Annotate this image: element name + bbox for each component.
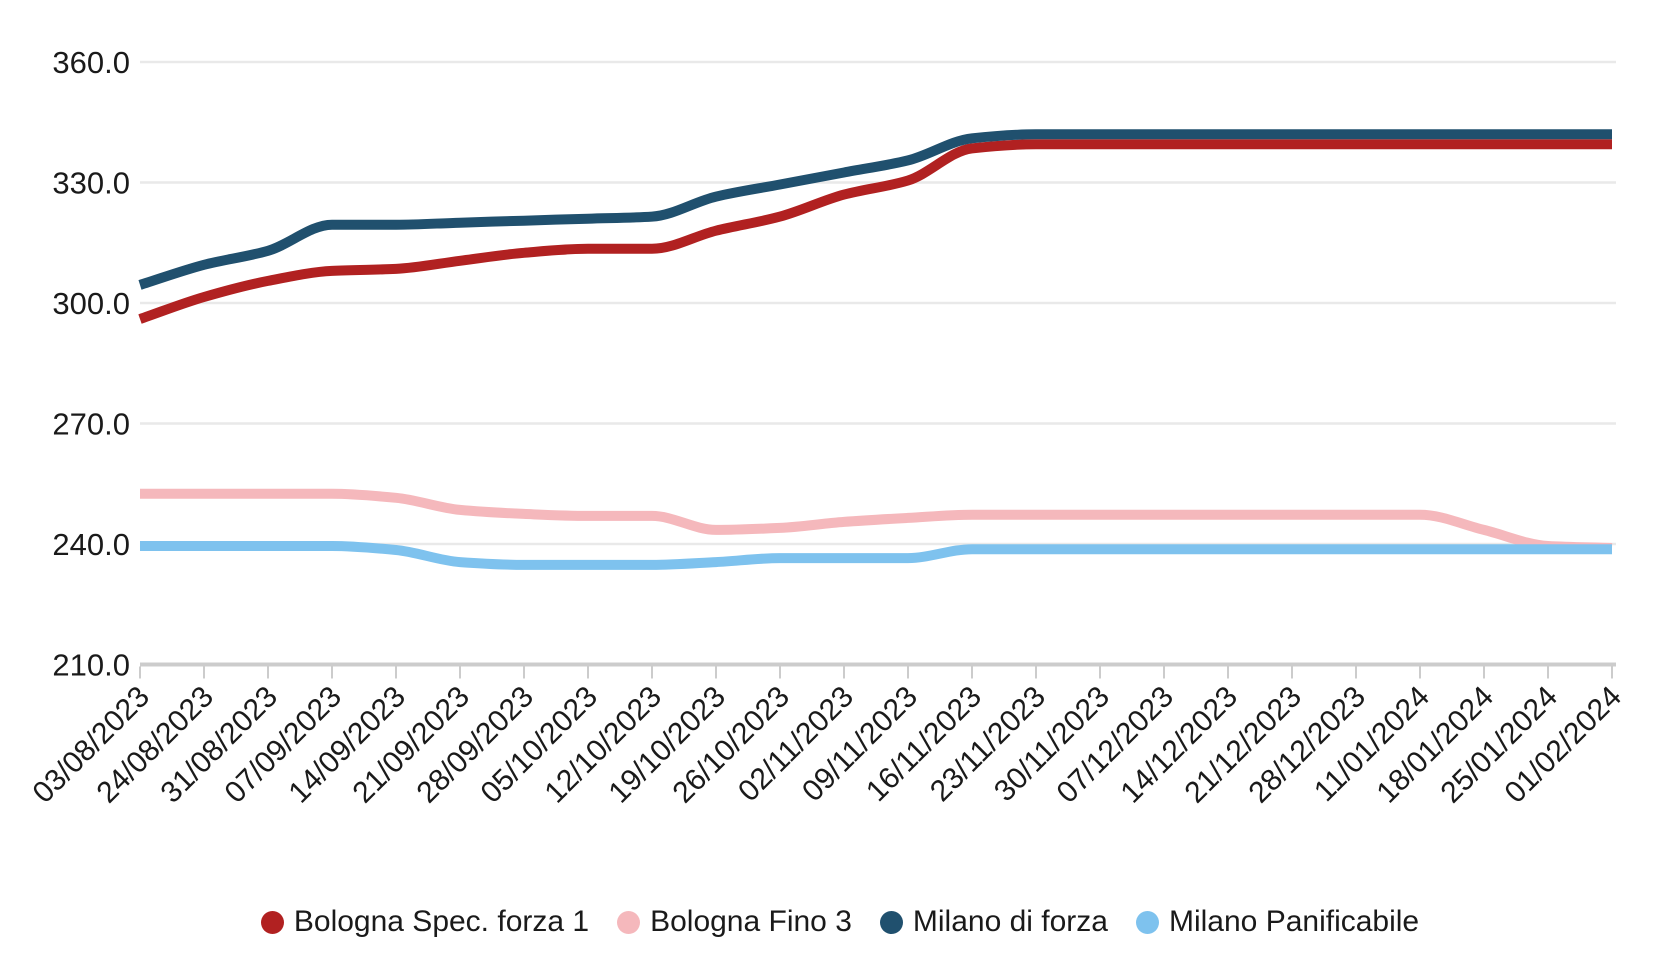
legend-label: Bologna Spec. forza 1 [293, 905, 590, 938]
legend-swatch-icon [260, 910, 284, 934]
y-axis-tick-label: 210.0 [52, 648, 130, 683]
y-axis-tick-label: 270.0 [52, 407, 130, 442]
y-axis-tick-label: 360.0 [52, 45, 130, 80]
legend: Bologna Spec. forza 1 Bologna Fino 3 Milan… [0, 905, 1680, 939]
legend-item-milano-panificabile[interactable]: Milano Panificabile [1135, 905, 1420, 939]
series-line-bologna-spec-forza-1 [138, 139, 1612, 324]
y-axis-tick-label: 240.0 [52, 527, 130, 562]
legend-item-milano-di-forza[interactable]: Milano di forza [879, 905, 1108, 939]
legend-swatch-icon [879, 910, 903, 934]
legend-item-bologna-fino-3[interactable]: Bologna Fino 3 [617, 905, 852, 939]
legend-label: Milano Panificabile [1168, 905, 1420, 938]
y-axis-labels: 360.0 330.0 300.0 270.0 240.0 210.0 [52, 45, 130, 683]
series-line-milano-di-forza [138, 129, 1612, 290]
legend-swatch-icon [617, 910, 641, 934]
legend-label: Milano di forza [912, 905, 1108, 938]
legend-item-bologna-spec-forza-1[interactable]: Bologna Spec. forza 1 [260, 905, 590, 939]
series-line-milano-panificabile [139, 541, 1612, 570]
gridlines [140, 60, 1616, 667]
x-axis-labels: 03/08/202324/08/202331/08/202307/09/2023… [26, 680, 1628, 810]
series-line-bologna-fino-3 [139, 488, 1613, 553]
legend-swatch-icon [1135, 910, 1159, 934]
y-axis-tick-label: 330.0 [52, 166, 130, 201]
y-axis-tick-label: 300.0 [52, 286, 130, 321]
chart-canvas: 360.0 330.0 300.0 270.0 240.0 210.003/08/2023… [26, 45, 1628, 810]
x-axis-ticks [139, 666, 1613, 679]
legend-label: Bologna Fino 3 [650, 905, 852, 938]
series-lines [138, 129, 1613, 570]
